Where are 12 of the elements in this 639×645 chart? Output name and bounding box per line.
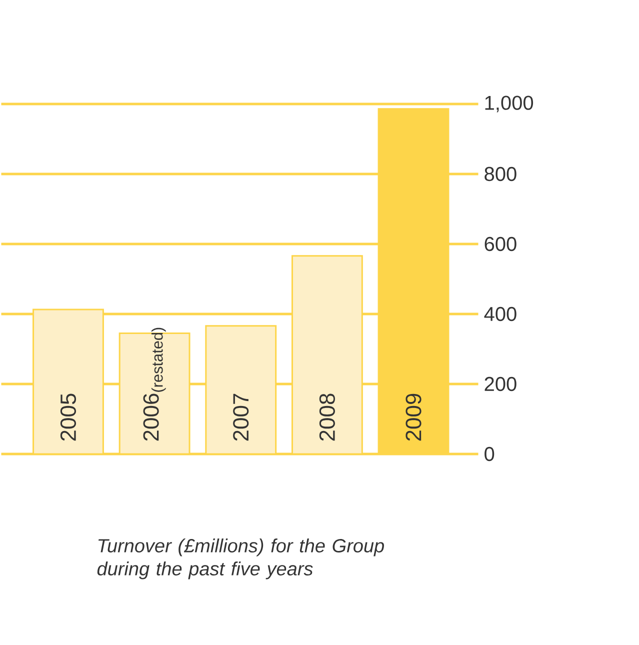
x-tick-label: 2005 — [60, 394, 76, 441]
x-tick-label: 2006$_{(restated)}$ — [143, 328, 166, 441]
text: Turnover (£millions) for the Group during the past five years — [97, 538, 384, 580]
y-tick-label: 0 — [484, 446, 494, 462]
x-tick-label: 2009 — [406, 394, 422, 441]
y-tick-label: 400 — [484, 306, 516, 322]
x-tick-label: 2007 — [232, 394, 249, 441]
y-tick-label: 800 — [484, 166, 516, 182]
y-tick-label: 600 — [484, 236, 516, 252]
x-tick-label: 2008 — [319, 394, 335, 441]
y-tick-label: 1,000 — [485, 96, 533, 112]
y-tick-label: 200 — [484, 376, 516, 392]
